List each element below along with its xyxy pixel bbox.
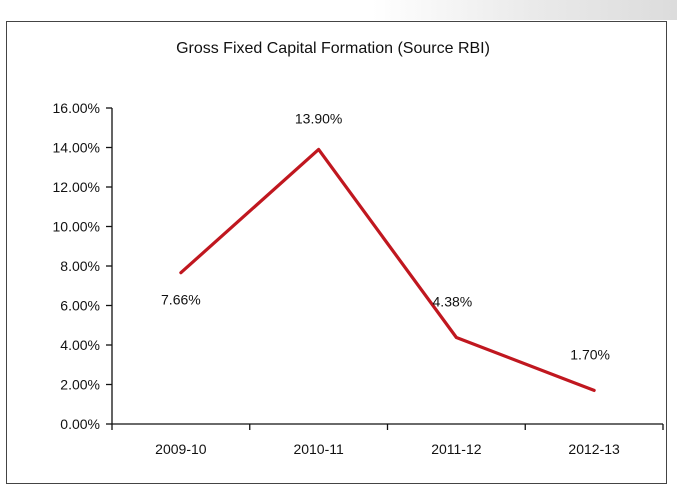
y-tick-label: 16.00% (53, 100, 100, 116)
y-tick-label: 8.00% (60, 258, 100, 274)
y-tick-label: 10.00% (53, 219, 100, 235)
x-tick-label: 2010-11 (293, 441, 344, 457)
data-label: 13.90% (295, 110, 342, 126)
chart-title: Gross Fixed Capital Formation (Source RB… (176, 40, 490, 57)
y-tick-label: 14.00% (53, 140, 100, 156)
series-line (179, 147, 596, 393)
scan-shadow (0, 0, 677, 20)
data-label: 4.38% (433, 293, 473, 309)
x-tick-label: 2011-12 (431, 441, 482, 457)
plot-area: 7.66% 13.90% 4.38% 1.70% (161, 110, 610, 393)
y-tick-label: 12.00% (53, 179, 100, 195)
x-tick-label: 2009-10 (155, 441, 207, 457)
axes: 0.00% 2.00% 4.00% 6.00% 8.00% 10.00% 12.00% 14.… (53, 100, 664, 457)
y-tick-label: 6.00% (60, 298, 100, 314)
y-tick-label: 4.00% (60, 337, 100, 353)
y-tick-label: 0.00% (60, 416, 100, 432)
data-label: 7.66% (161, 292, 201, 308)
chart-frame (6, 21, 667, 484)
data-label: 1.70% (570, 346, 610, 362)
y-tick-label: 2.00% (60, 377, 100, 393)
x-tick-label: 2012-13 (568, 441, 620, 457)
